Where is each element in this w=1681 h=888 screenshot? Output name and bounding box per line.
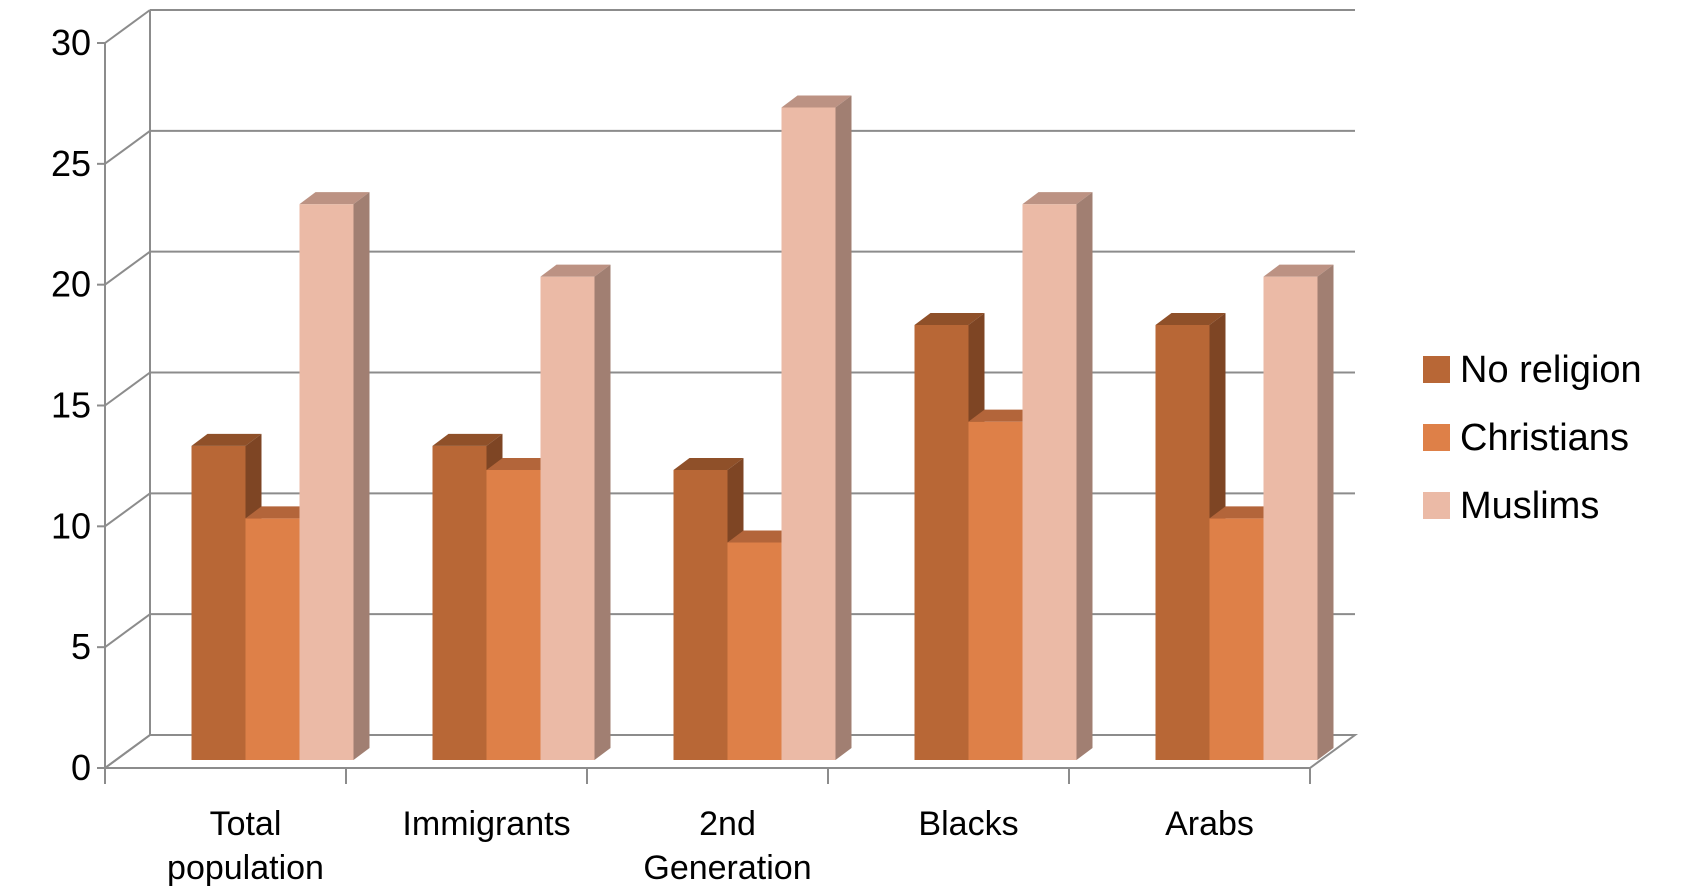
x-tick-label-line: Total [210,805,282,843]
bar-side [353,192,370,760]
bar-front [1209,518,1264,760]
bar-front [245,518,300,760]
legend-label: Christians [1460,417,1629,459]
bar-front [1263,276,1318,760]
bar-top [299,192,370,205]
y-tick-label: 10 [51,505,91,546]
bar-side [1317,264,1334,760]
x-tick-label: Total population [167,805,324,887]
bar [781,95,852,760]
x-tick-label-line: 2nd [699,805,756,843]
bar-front [727,542,782,760]
bar-front [486,470,541,760]
bar [1022,192,1093,760]
gridline-depth [104,9,151,44]
y-tick-label: 0 [71,747,91,788]
bar-front [781,107,836,760]
y-tick-label: 30 [51,22,91,63]
bar-layer [191,95,1334,760]
bar-top [781,95,852,108]
bar-top [1155,313,1226,325]
bar-top [245,506,316,519]
bar-top [486,458,557,470]
y-tick-label: 20 [51,264,91,305]
gridline-depth [104,371,151,407]
bar-top [727,530,798,543]
bar-front [968,421,1023,760]
x-tick-label: Blacks [918,805,1018,843]
bar-front [914,325,969,760]
bar-top [673,458,744,470]
legend-label: No religion [1460,349,1642,391]
x-tick-labels: Total population Immigrants 2nd Generation Bl… [167,805,1254,887]
bar-front [673,470,728,760]
bar-side [835,95,852,760]
bar-side [1076,192,1093,760]
x-tick-label-line: population [167,849,324,887]
x-tick-label-line: Blacks [918,805,1018,843]
floor [101,734,1359,769]
bar-front [299,204,354,760]
bar-top [191,433,262,446]
legend-swatch [1423,492,1450,519]
gridline-depth [104,613,151,648]
gridline-depth [104,492,151,528]
y-tick-labels: 0 5 10 15 20 25 30 [51,22,91,788]
bar-top [914,313,985,325]
x-tick-label-line: Immigrants [402,805,570,843]
bar-front [191,445,246,760]
bar-top [1263,264,1334,277]
bar-top [1022,192,1093,205]
bar-front [432,445,487,760]
gridline-depth [104,130,151,165]
legend-swatch [1423,356,1450,383]
legend: No religion Christians Muslims [1423,349,1642,527]
x-tick-label-line: Generation [643,849,811,887]
bar-top [968,409,1039,422]
legend-swatch [1423,424,1450,451]
axis-layer [97,10,1359,784]
x-tick-label: Immigrants [402,805,570,843]
bar-top [540,264,611,277]
bar-side [594,264,611,760]
gridline-depth [104,250,151,286]
y-tick-label: 5 [71,626,91,667]
bar [1263,264,1334,760]
x-tick-label: Arabs [1165,805,1254,843]
bar [299,192,370,760]
bar-top [432,433,503,446]
x-tick-label-line: Arabs [1165,805,1254,843]
y-tick-label: 25 [51,143,91,184]
bar-front [540,276,595,760]
bar [540,264,611,760]
bar-front [1155,325,1210,760]
y-tick-label: 15 [51,385,91,426]
x-tick-label: 2nd Generation [643,805,811,887]
legend-label: Muslims [1460,485,1599,527]
bar-front [1022,204,1077,760]
bar-top [1209,506,1280,519]
